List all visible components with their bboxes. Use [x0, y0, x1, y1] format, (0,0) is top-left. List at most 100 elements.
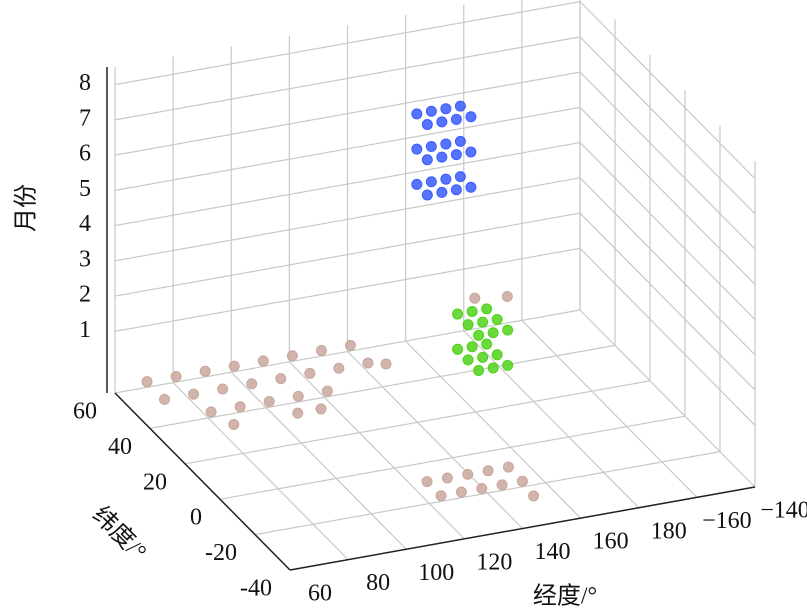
grid-line: [579, 247, 756, 426]
grid-line: [149, 344, 616, 429]
y-axis: [114, 392, 291, 571]
point: [454, 171, 466, 183]
point: [257, 355, 269, 367]
x-tick-label: −160: [702, 508, 752, 534]
point: [455, 486, 467, 498]
grid-line: [219, 415, 686, 500]
point: [481, 338, 493, 350]
point: [452, 308, 464, 320]
point: [304, 367, 316, 379]
grid-line: [114, 142, 581, 227]
point: [188, 388, 200, 400]
point: [477, 316, 489, 328]
grid-line: [254, 451, 721, 536]
grid-line: [114, 309, 581, 394]
point: [466, 341, 478, 353]
x-tick-label: 80: [366, 570, 390, 596]
grid-line: [114, 212, 581, 297]
point: [141, 376, 153, 388]
point: [436, 186, 448, 198]
point: [528, 490, 540, 502]
point: [487, 327, 499, 339]
z-tick-label: 2: [79, 282, 91, 308]
point: [440, 103, 452, 115]
z-tick-label: 4: [79, 211, 91, 237]
z-tick-label: 1: [79, 317, 91, 343]
point: [292, 390, 304, 402]
point: [466, 305, 478, 317]
z-tick-label: 6: [79, 141, 91, 167]
grid-line: [347, 351, 523, 529]
point: [263, 396, 275, 408]
point: [450, 184, 462, 196]
point: [473, 365, 485, 377]
x-tick-label: 120: [476, 549, 512, 575]
point: [481, 303, 493, 315]
point: [440, 138, 452, 150]
grid-line: [184, 380, 651, 465]
point: [502, 324, 514, 336]
point: [476, 483, 488, 495]
grid-line: [114, 106, 581, 191]
x-tick-label: 100: [418, 560, 454, 586]
point: [205, 406, 217, 418]
point: [491, 349, 503, 361]
z-tick-label: 3: [79, 246, 91, 272]
point: [411, 178, 423, 190]
point: [275, 373, 287, 385]
grid-line: [579, 212, 756, 391]
point: [228, 360, 240, 372]
x-tick-label: −140: [760, 498, 807, 524]
point: [465, 181, 477, 193]
point: [411, 143, 423, 155]
point: [170, 370, 182, 382]
grid-line: [579, 1, 756, 180]
point: [502, 461, 514, 473]
grid-line: [579, 106, 756, 285]
grid-line: [114, 177, 581, 262]
grid-line: [114, 1, 581, 86]
point: [425, 141, 437, 153]
point: [462, 354, 474, 366]
point: [362, 357, 374, 369]
point: [411, 108, 423, 120]
point: [450, 149, 462, 161]
point: [333, 362, 345, 374]
point: [436, 151, 448, 163]
point: [473, 329, 485, 341]
point: [454, 100, 466, 112]
grid-line: [579, 309, 756, 488]
point: [516, 475, 528, 487]
z-tick-label: 8: [79, 70, 91, 96]
y-tick-label: 0: [190, 505, 202, 531]
point: [199, 365, 211, 377]
x-tick-label: 60: [308, 581, 332, 607]
point: [501, 291, 513, 303]
y-tick-label: -40: [240, 576, 272, 602]
point: [435, 490, 447, 502]
grid-line: [579, 36, 756, 215]
point: [462, 319, 474, 331]
grid-line: [579, 142, 756, 321]
grid-line: [405, 340, 582, 519]
x-axis-label: 经度/°: [533, 583, 597, 610]
y-tick-label: -20: [205, 540, 237, 566]
point: [482, 465, 494, 477]
point: [315, 345, 327, 357]
point: [452, 343, 464, 355]
point: [421, 119, 433, 131]
point: [454, 135, 466, 147]
y-axis-label: 纬度/°: [87, 501, 152, 566]
point: [425, 105, 437, 117]
point: [421, 154, 433, 166]
point: [421, 189, 433, 201]
point: [228, 418, 240, 430]
point: [159, 393, 171, 405]
grid-line: [579, 71, 756, 250]
point: [421, 476, 433, 488]
point: [469, 292, 481, 304]
point: [462, 468, 474, 480]
x-tick-label: 140: [535, 539, 571, 565]
z-axis-label: 月份: [13, 184, 40, 232]
